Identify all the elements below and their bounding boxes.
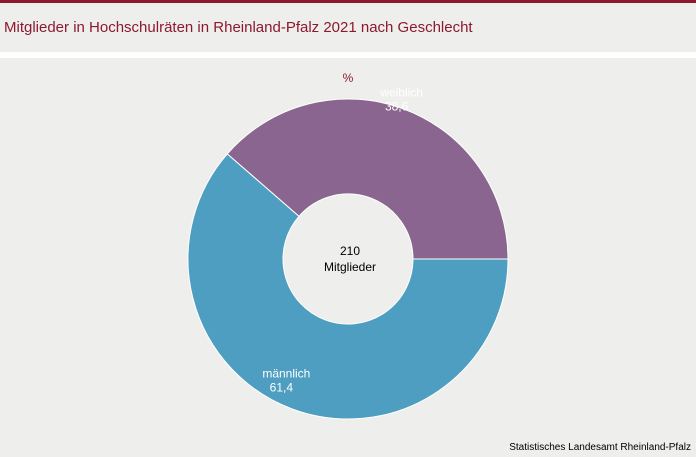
- unit-label: %: [343, 71, 354, 85]
- slice-weiblich: [226, 98, 509, 260]
- chart-header: Mitglieder in Hochschulräten in Rheinlan…: [0, 3, 696, 52]
- slice-label-value: 61,4: [270, 381, 294, 395]
- top-accent-bar: [0, 0, 696, 3]
- slice-label-name: männlich: [262, 367, 310, 381]
- source-credit: Statistisches Landesamt Rheinland-Pfalz: [509, 442, 691, 453]
- slice-label-name: weiblich: [379, 85, 423, 99]
- header-separator: [0, 52, 696, 58]
- slice-maennlich: [187, 153, 509, 420]
- center-total-label: Mitglieder: [324, 260, 376, 274]
- chart-title: Mitglieder in Hochschulräten in Rheinlan…: [4, 19, 473, 36]
- chart-area: % weiblich 38,6 männlich 61,4 210 Mitgliede…: [0, 58, 696, 457]
- slice-label-value: 38,6: [385, 99, 409, 113]
- center-total-value: 210: [340, 244, 360, 258]
- donut-slices: [187, 98, 509, 420]
